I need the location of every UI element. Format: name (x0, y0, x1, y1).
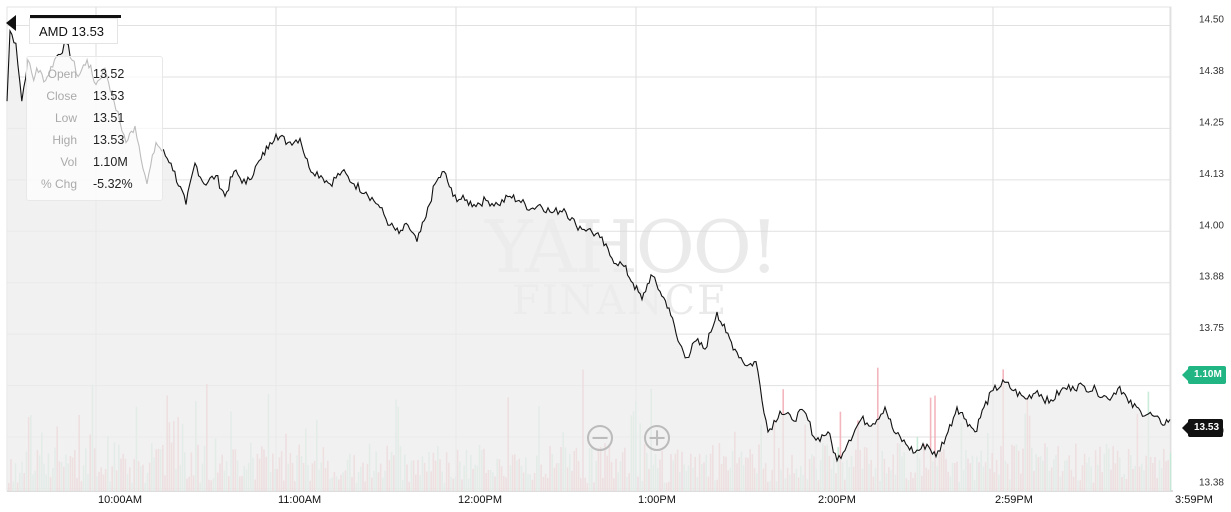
y-tick-label: 13.38 (1199, 478, 1224, 489)
y-axis: 14.5014.3814.2514.1314.0013.8813.7513.63… (1199, 15, 1224, 489)
x-tick-label: 2:59PM (995, 494, 1033, 506)
tooltip-value: 13.52 (93, 67, 125, 81)
tooltip-value: 13.51 (93, 111, 125, 125)
zoom-in-button[interactable]: + (644, 425, 670, 451)
back-arrow-icon[interactable] (6, 15, 16, 31)
y-tick-label: 14.38 (1199, 66, 1224, 77)
tooltip-row-volume: Vol 1.10M (27, 155, 164, 175)
tooltip-label: Open (47, 67, 77, 81)
tooltip-label: % Chg (40, 177, 77, 191)
tooltip-row-change: % Chg -5.32% (27, 177, 164, 197)
tooltip-row-low: Low 13.51 (27, 111, 164, 131)
tooltip-value: 13.53 (93, 133, 125, 147)
zoom-out-icon: − (589, 423, 611, 452)
y-tick-label: 14.50 (1199, 15, 1224, 26)
tooltip-label: High (52, 133, 77, 147)
x-tick-label: 1:00PM (638, 494, 676, 506)
volume-bar (839, 411, 842, 491)
y-tick-label: 13.88 (1199, 272, 1224, 283)
tooltip-row-close: Close 13.53 (27, 89, 164, 109)
x-tick-label: 12:00PM (458, 494, 502, 506)
tooltip-value: -5.32% (93, 177, 133, 191)
zoom-out-button[interactable]: − (587, 425, 613, 451)
tooltip-row-open: Open 13.52 (27, 67, 164, 87)
x-tick-label: 10:00AM (98, 494, 142, 506)
y-tick-label: 13.75 (1199, 323, 1224, 334)
tooltip-header: AMD 13.53 (29, 15, 121, 44)
x-tick-label: 2:00PM (818, 494, 856, 506)
x-tick-label: 11:00AM (278, 494, 321, 506)
tooltip-header-bar (30, 15, 121, 18)
volume-bar (934, 395, 936, 491)
tooltip-symbol-price: AMD 13.53 (39, 24, 105, 39)
volume-badge: 1.10M (1182, 366, 1226, 384)
volume-bar (1169, 453, 1172, 491)
x-axis: 10:00AM 11:00AM 12:00PM 1:00PM 2:00PM 2:59PM 3… (98, 494, 1213, 506)
y-tick-label: 14.00 (1199, 220, 1224, 231)
y-tick-label: 14.13 (1199, 169, 1224, 180)
price-line (6, 28, 1171, 463)
tooltip-value: 13.53 (93, 89, 125, 103)
price-area (7, 30, 1170, 492)
tooltip-row-high: High 13.53 (27, 133, 164, 153)
zoom-in-icon: + (646, 423, 668, 452)
y-tick-label: 14.25 (1199, 117, 1224, 128)
tooltip-label: Close (46, 89, 77, 103)
tooltip-label: Vol (60, 155, 77, 169)
tooltip-label: Low (54, 111, 77, 125)
tooltip-value: 1.10M (93, 155, 128, 169)
volume-bar (929, 397, 932, 491)
price-badge: 13.53 (1181, 419, 1224, 437)
x-tick-label: 3:59PM (1175, 494, 1213, 506)
tooltip-ohlc-box: Open 13.52 Close 13.53 Low 13.51 High 13… (26, 56, 163, 201)
